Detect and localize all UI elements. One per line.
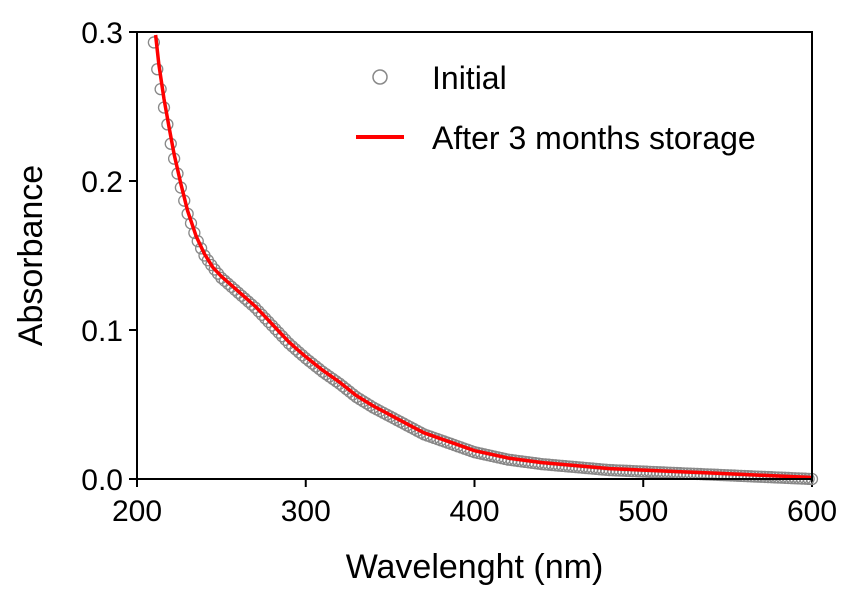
data-point-initial	[147, 36, 161, 49]
y-axis-title: Absorbance	[12, 165, 50, 346]
data-point-initial	[248, 301, 262, 314]
x-tick-label: 200	[112, 495, 162, 528]
data-point-initial	[208, 263, 221, 276]
data-point-initial	[245, 298, 258, 311]
data-point-initial	[211, 267, 225, 280]
x-tick-label: 300	[281, 495, 331, 528]
legend-label-initial: Initial	[432, 60, 507, 96]
data-point-initial	[265, 319, 279, 332]
data-point-initial	[252, 305, 265, 318]
plot-area-frame	[136, 31, 813, 480]
x-tick-label: 600	[787, 495, 837, 528]
y-tick-label: 0.0	[81, 464, 123, 497]
y-tick-label: 0.3	[81, 17, 123, 50]
data-point-initial	[255, 308, 269, 321]
x-tick-label: 500	[618, 495, 668, 528]
data-point-initial	[275, 330, 289, 343]
data-point-initial	[259, 312, 272, 325]
series-line-after-storage	[153, 34, 813, 480]
x-tick-label: 400	[449, 495, 499, 528]
data-point-initial	[272, 326, 285, 339]
legend-marker-initial	[372, 69, 388, 85]
data-point-initial	[262, 315, 275, 329]
legend: Initial After 3 months storage	[356, 60, 756, 156]
data-layer	[147, 34, 819, 486]
y-tick-label: 0.1	[81, 315, 123, 348]
data-point-initial	[269, 322, 282, 336]
x-axis-title: Wavelenght (nm)	[346, 548, 604, 585]
legend-label-after-storage: After 3 months storage	[432, 120, 756, 156]
data-point-initial	[279, 333, 292, 346]
y-tick-label: 0.2	[81, 166, 123, 199]
ticks-layer: 200 300 400 500 600 0.0 0.1 0.2 0.3	[81, 17, 837, 528]
